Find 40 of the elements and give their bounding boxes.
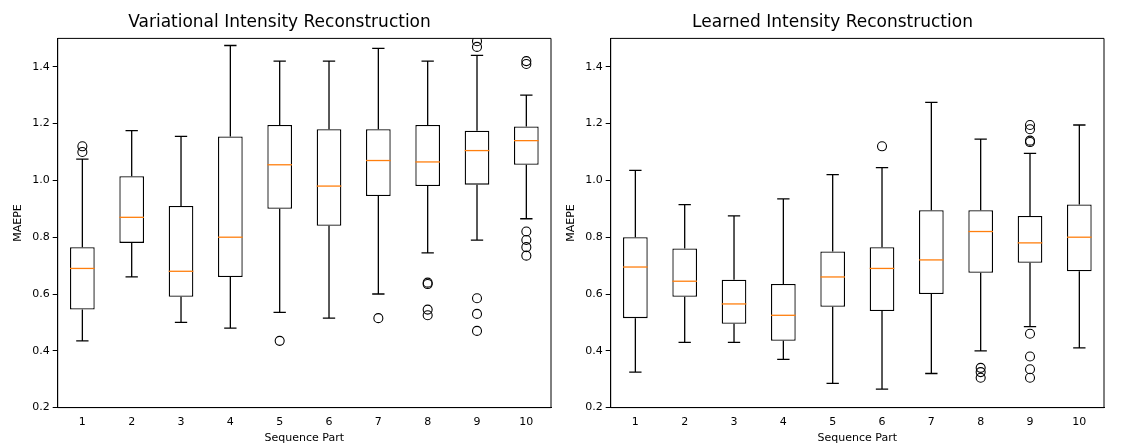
y-tick-label: 1.0 [585,173,603,187]
x-tick-label: 9 [1026,415,1034,429]
y-tick-label: 1.0 [32,173,50,187]
x-tick-label: 8 [977,415,985,429]
y-tick-label: 0.2 [32,400,50,414]
chart-title: Variational Intensity Reconstruction [128,10,431,31]
x-tick-label: 5 [276,415,284,429]
y-tick-label: 1.4 [585,59,603,73]
x-tick-label: 4 [226,415,234,429]
x-tick-label: 2 [681,415,689,429]
y-tick-label: 0.8 [585,230,603,244]
x-tick-label: 1 [631,415,639,429]
x-tick-label: 7 [927,415,935,429]
x-tick-label: 6 [878,415,886,429]
x-tick-label: 3 [177,415,185,429]
x-tick-label: 7 [374,415,382,429]
y-axis-title: MAEPE [11,204,25,242]
x-tick-label: 4 [779,415,787,429]
x-axis-title: Sequence Part [264,431,345,445]
x-tick-label: 10 [1072,415,1087,429]
x-tick-label: 1 [78,415,86,429]
y-tick-label: 0.2 [585,400,603,414]
x-tick-label: 5 [829,415,837,429]
y-tick-label: 1.4 [32,59,50,73]
y-axis-title: MAEPE [564,204,578,242]
y-tick-label: 0.4 [32,343,50,357]
x-tick-label: 10 [519,415,534,429]
y-tick-label: 0.6 [32,286,50,300]
x-tick-label: 3 [730,415,738,429]
y-tick-label: 0.8 [32,230,50,244]
y-tick-label: 0.4 [585,343,603,357]
x-tick-label: 2 [128,415,136,429]
chart-title: Learned Intensity Reconstruction [692,10,973,31]
y-tick-label: 1.2 [32,116,50,130]
x-tick-label: 8 [424,415,432,429]
y-tick-label: 0.6 [585,286,603,300]
x-axis-title: Sequence Part [817,431,898,445]
y-tick-label: 1.2 [585,116,603,130]
x-tick-label: 9 [473,415,481,429]
x-tick-label: 6 [325,415,333,429]
